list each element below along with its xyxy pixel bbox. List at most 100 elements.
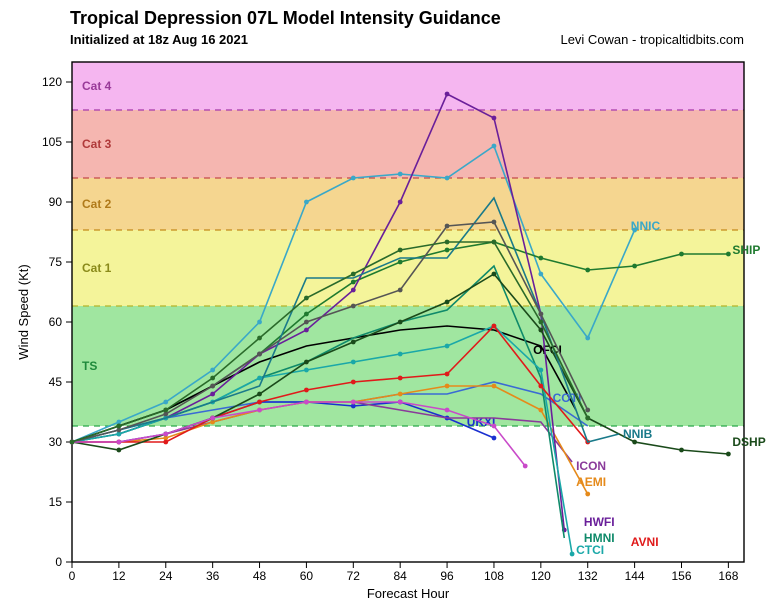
y-tick-label: 120	[42, 75, 62, 89]
x-tick-label: 84	[394, 569, 408, 583]
model-marker	[257, 392, 262, 397]
model-marker	[351, 340, 356, 345]
model-marker	[351, 272, 356, 277]
model-label-icon: ICON	[576, 459, 606, 473]
model-marker	[116, 448, 121, 453]
model-marker	[492, 324, 497, 329]
model-marker	[116, 424, 121, 429]
model-marker	[585, 416, 590, 421]
model-marker	[257, 400, 262, 405]
x-tick-label: 36	[206, 569, 220, 583]
model-marker	[398, 400, 403, 405]
model-marker	[445, 384, 450, 389]
model-marker	[538, 272, 543, 277]
model-marker	[445, 176, 450, 181]
model-label-nnic: NNIC	[631, 219, 661, 233]
model-marker	[257, 320, 262, 325]
x-tick-label: 108	[484, 569, 504, 583]
model-marker	[445, 92, 450, 97]
model-marker	[585, 336, 590, 341]
x-tick-label: 168	[718, 569, 738, 583]
x-tick-label: 96	[440, 569, 454, 583]
model-marker	[210, 416, 215, 421]
model-marker	[398, 248, 403, 253]
model-marker	[492, 220, 497, 225]
model-label-aemi: AEMI	[576, 475, 606, 489]
y-tick-label: 30	[49, 435, 63, 449]
model-marker	[257, 408, 262, 413]
cat-band	[72, 306, 744, 426]
model-marker	[538, 384, 543, 389]
x-tick-label: 48	[253, 569, 267, 583]
model-marker	[538, 328, 543, 333]
cat-label: Cat 2	[82, 197, 112, 211]
model-marker	[163, 432, 168, 437]
cat-band	[72, 62, 744, 110]
model-marker	[304, 400, 309, 405]
cat-band	[72, 110, 744, 178]
model-marker	[445, 408, 450, 413]
model-marker	[304, 296, 309, 301]
chart-title: Tropical Depression 07L Model Intensity …	[70, 8, 501, 28]
x-tick-label: 132	[578, 569, 598, 583]
model-marker	[492, 272, 497, 277]
model-marker	[492, 116, 497, 121]
model-marker	[445, 248, 450, 253]
model-marker	[679, 252, 684, 257]
model-marker	[445, 344, 450, 349]
model-marker	[351, 304, 356, 309]
model-marker	[351, 280, 356, 285]
x-tick-label: 0	[69, 569, 76, 583]
model-marker	[163, 400, 168, 405]
model-marker	[679, 448, 684, 453]
model-marker	[304, 388, 309, 393]
model-marker	[492, 436, 497, 441]
model-marker	[351, 360, 356, 365]
model-marker	[398, 320, 403, 325]
cat-label: Cat 3	[82, 137, 112, 151]
model-marker	[163, 440, 168, 445]
y-tick-label: 15	[49, 495, 63, 509]
model-marker	[304, 320, 309, 325]
model-label-dshp: DSHP	[732, 435, 765, 449]
x-tick-label: 72	[347, 569, 361, 583]
y-tick-label: 75	[49, 255, 63, 269]
y-tick-label: 105	[42, 135, 62, 149]
model-marker	[398, 376, 403, 381]
model-marker	[398, 352, 403, 357]
x-tick-label: 60	[300, 569, 314, 583]
model-marker	[70, 440, 75, 445]
model-marker	[304, 360, 309, 365]
x-tick-label: 24	[159, 569, 173, 583]
cat-label: Cat 4	[82, 79, 112, 93]
model-marker	[492, 424, 497, 429]
model-marker	[538, 256, 543, 261]
model-marker	[538, 368, 543, 373]
model-marker	[570, 552, 575, 557]
x-tick-label: 12	[112, 569, 126, 583]
model-marker	[445, 300, 450, 305]
model-marker	[445, 224, 450, 229]
cat-band	[72, 230, 744, 306]
chart-svg: TSCat 1Cat 2Cat 3Cat 4012243648607284961…	[0, 0, 768, 600]
model-marker	[257, 352, 262, 357]
model-marker	[585, 492, 590, 497]
intensity-guidance-chart: { "title": "Tropical Depression 07L Mode…	[0, 0, 768, 600]
model-marker	[726, 452, 731, 457]
x-tick-label: 156	[671, 569, 691, 583]
chart-credit: Levi Cowan - tropicaltidbits.com	[560, 32, 744, 47]
model-marker	[304, 312, 309, 317]
model-label-hwfi: HWFI	[584, 515, 615, 529]
model-marker	[210, 384, 215, 389]
model-marker	[492, 144, 497, 149]
model-marker	[538, 312, 543, 317]
y-axis-label: Wind Speed (Kt)	[16, 264, 31, 359]
cat-label: Cat 1	[82, 261, 112, 275]
y-tick-label: 45	[49, 375, 63, 389]
model-marker	[351, 288, 356, 293]
model-marker	[538, 320, 543, 325]
model-marker	[445, 372, 450, 377]
model-marker	[492, 384, 497, 389]
model-marker	[632, 264, 637, 269]
model-label-nnib: NNIB	[623, 427, 653, 441]
